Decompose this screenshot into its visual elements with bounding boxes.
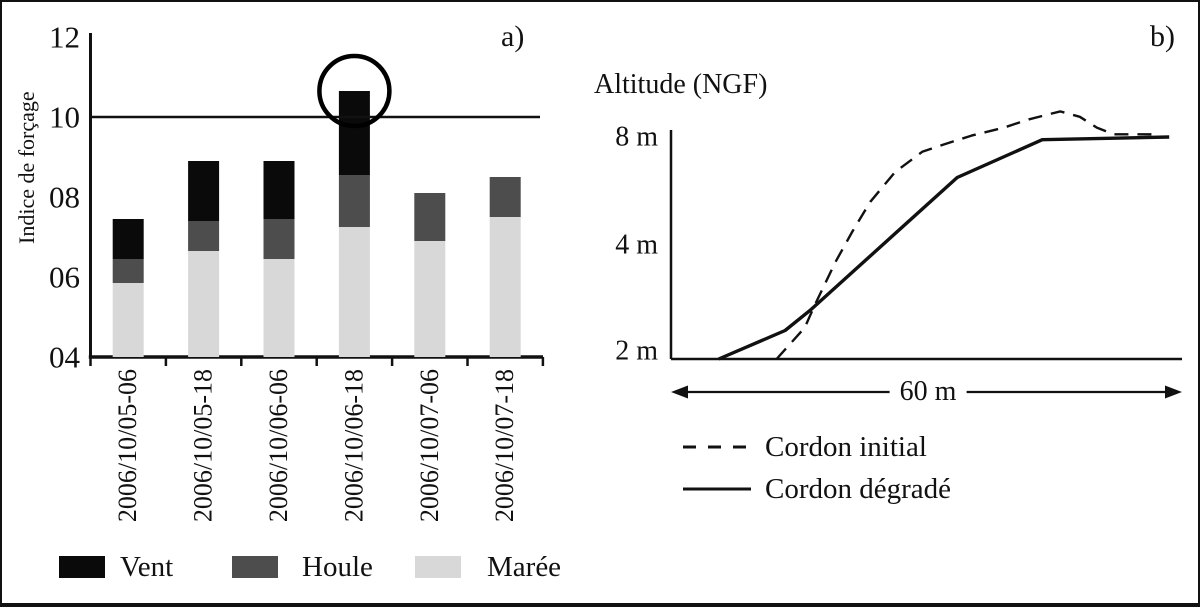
legend-label-cordon-initial: Cordon initial — [765, 431, 927, 463]
bar-segment-marée — [188, 251, 220, 357]
bar-segment-marée — [263, 259, 295, 357]
y-axis-title-b: Altitude (NGF) — [594, 69, 768, 100]
profile-line-cordon-initial — [775, 110, 1153, 360]
bar-segment-houle — [489, 177, 521, 217]
x-span-label: 60 m — [889, 377, 967, 407]
legend-label-vent: Vent — [120, 551, 174, 583]
y-tick-label-a: 06 — [49, 260, 80, 295]
legend-swatch-vent — [59, 556, 105, 578]
highlight-circle — [317, 53, 392, 129]
bar-segment-marée — [489, 217, 521, 357]
y-axis-title-a: Indice de forçage — [14, 91, 39, 244]
panel-a-label: a) — [501, 20, 525, 53]
y-tick-label-a: 08 — [49, 180, 80, 215]
y-tick-label-b: 8 m — [615, 122, 658, 153]
legend-swatch-maree — [415, 556, 461, 578]
bar-segment-houle — [414, 193, 446, 241]
x-category-label-a: 2006/10/06-18 — [339, 369, 368, 522]
y-tick-label-a: 12 — [49, 20, 80, 55]
bar-segment-vent — [263, 161, 295, 219]
bar-segment-vent — [338, 91, 370, 175]
y-tick-label-a: 10 — [49, 100, 80, 135]
bar-segment-marée — [338, 227, 370, 357]
bar-segment-houle — [112, 259, 144, 283]
span-arrow-left-head — [671, 385, 688, 399]
bar-segment-houle — [263, 219, 295, 259]
profile-line-cordon-degrade — [718, 135, 1170, 361]
legend-label-houle: Houle — [302, 551, 373, 583]
y-tick-label-a: 04 — [49, 340, 81, 375]
bar-segment-houle — [338, 175, 370, 227]
x-category-label-a: 2006/10/05-18 — [189, 369, 218, 522]
bar-segment-houle — [188, 221, 220, 251]
y-tick-label-b: 4 m — [615, 230, 658, 261]
x-category-label-a: 2006/10/07-06 — [415, 369, 444, 522]
legend-swatch-houle — [232, 556, 278, 578]
legend-label-maree: Marée — [487, 551, 562, 583]
x-category-label-a: 2006/10/06-06 — [264, 369, 293, 522]
bar-segment-vent — [188, 161, 220, 221]
bar-segment-marée — [112, 283, 144, 357]
bar-segment-vent — [112, 219, 144, 259]
panel-b-label: b) — [1150, 20, 1175, 53]
legend-line-solid-icon — [683, 487, 751, 491]
x-category-label-a: 2006/10/05-06 — [113, 369, 142, 522]
y-tick-label-b: 2 m — [615, 336, 658, 367]
legend-label-cordon-degrade: Cordon dégradé — [765, 473, 952, 505]
legend-line-dashed-icon — [683, 445, 751, 449]
bar-segment-marée — [414, 241, 446, 357]
x-category-label-a: 2006/10/07-18 — [490, 369, 519, 522]
span-arrow-right-head — [1165, 385, 1182, 399]
